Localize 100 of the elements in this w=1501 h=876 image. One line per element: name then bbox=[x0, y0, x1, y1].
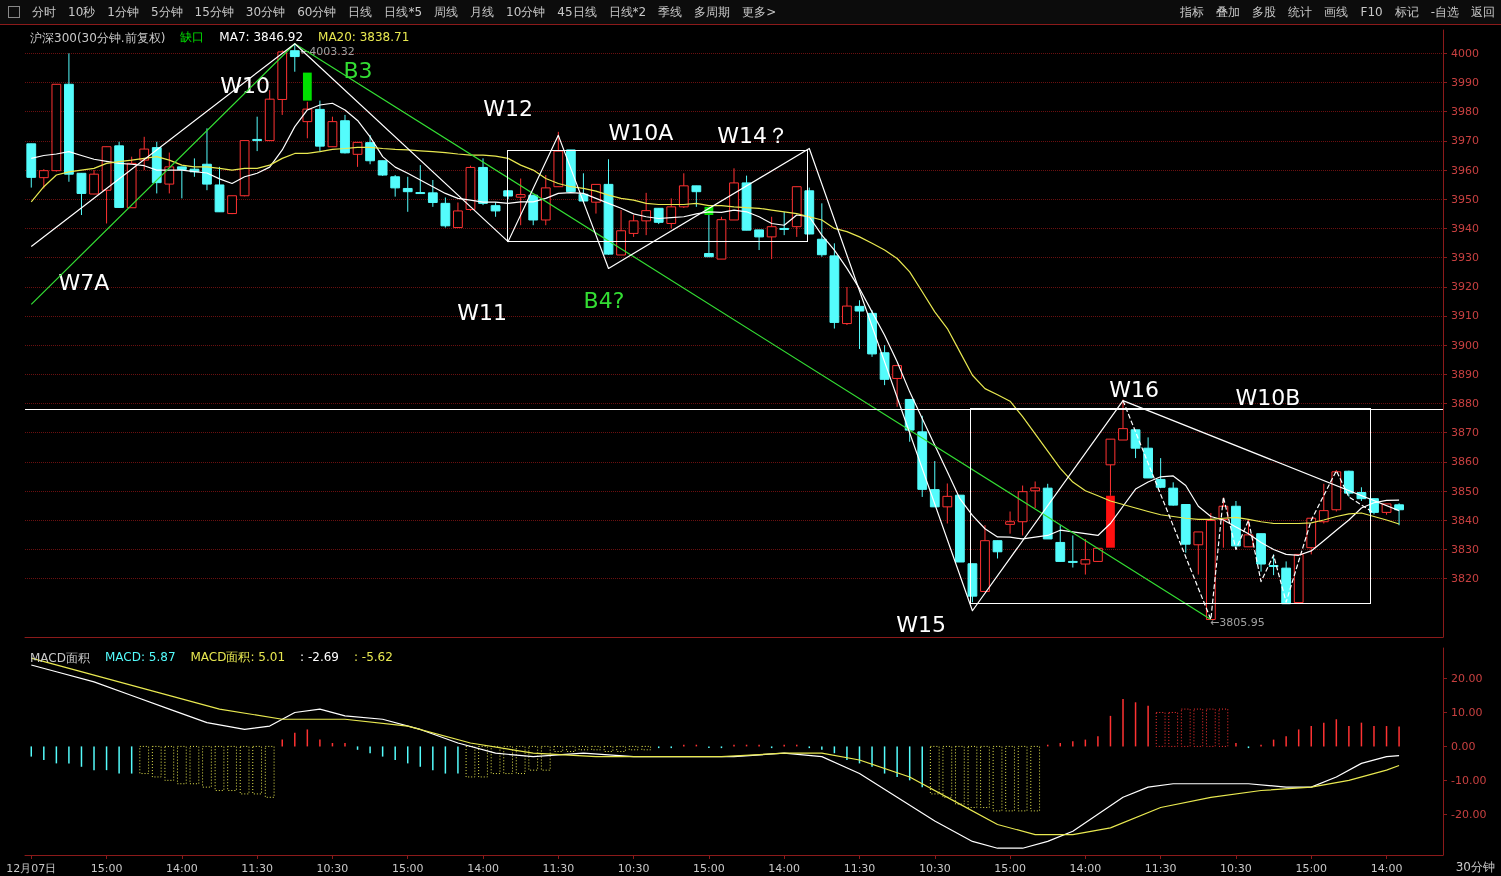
candlestick bbox=[1080, 538, 1091, 576]
bar bbox=[565, 745, 576, 752]
bar bbox=[164, 745, 175, 781]
text: 月线 bbox=[470, 3, 495, 21]
bar bbox=[214, 745, 225, 792]
bar bbox=[992, 745, 1003, 812]
y-tick-label: 3930 bbox=[1451, 251, 1479, 265]
candlestick bbox=[302, 101, 313, 139]
candlestick bbox=[440, 197, 451, 229]
text: 日线*2 bbox=[608, 3, 647, 21]
y-tick-label: 3920 bbox=[1451, 280, 1479, 294]
text: 统计 bbox=[1288, 3, 1313, 21]
candlestick bbox=[76, 172, 87, 216]
bar bbox=[302, 72, 312, 101]
y-tick-label: 3830 bbox=[1451, 542, 1479, 556]
bar bbox=[1168, 711, 1179, 747]
text: 返回 bbox=[1471, 3, 1495, 21]
candlestick bbox=[427, 179, 438, 208]
text: 1分钟 bbox=[107, 3, 139, 21]
candlestick bbox=[628, 214, 639, 238]
bar bbox=[1205, 708, 1216, 747]
bar bbox=[616, 745, 626, 752]
candlestick bbox=[415, 164, 426, 195]
bar bbox=[1180, 708, 1191, 747]
bar bbox=[1193, 708, 1204, 747]
bar bbox=[1005, 745, 1015, 812]
candlestick bbox=[1155, 457, 1166, 489]
y-tick-label: 3860 bbox=[1451, 455, 1479, 469]
candlestick bbox=[691, 185, 702, 208]
candlestick bbox=[1005, 511, 1015, 535]
candlestick bbox=[779, 211, 790, 236]
x-tick-label: 14:00 bbox=[467, 862, 499, 875]
text: 多股 bbox=[1252, 3, 1277, 21]
annotation: W12 bbox=[483, 95, 533, 121]
y-tick-label: 3970 bbox=[1451, 134, 1479, 148]
candlestick bbox=[892, 365, 903, 408]
candlestick bbox=[1030, 480, 1041, 509]
bar bbox=[1155, 711, 1166, 747]
y-tick-label: 20.00 bbox=[1451, 672, 1483, 686]
bar bbox=[540, 745, 551, 771]
y-tick-label: 3990 bbox=[1451, 76, 1479, 90]
x-tick-label: 10:30 bbox=[1220, 862, 1252, 875]
bar bbox=[528, 745, 539, 771]
x-tick-label: 11:30 bbox=[542, 862, 575, 875]
text: -自选 bbox=[1430, 3, 1459, 21]
annotation: W10B bbox=[1235, 384, 1301, 410]
candlestick bbox=[678, 172, 689, 209]
candlestick bbox=[842, 286, 852, 326]
candlestick bbox=[1067, 534, 1078, 569]
bar bbox=[628, 745, 639, 751]
text: : -5.62 bbox=[353, 650, 393, 664]
candlestick bbox=[854, 299, 865, 350]
text: 缺口 bbox=[180, 30, 205, 44]
chart-title: 沪深300(30分钟.前复权) bbox=[30, 31, 166, 45]
candlestick bbox=[1394, 502, 1404, 526]
bar bbox=[227, 745, 237, 792]
bar bbox=[603, 745, 614, 752]
text: 60分钟 bbox=[297, 3, 337, 21]
candlestick bbox=[352, 141, 363, 168]
y-tick-label: 3940 bbox=[1451, 221, 1479, 235]
bar bbox=[641, 745, 652, 751]
candlestick bbox=[1193, 531, 1204, 576]
candlestick bbox=[289, 43, 300, 73]
bar bbox=[980, 745, 990, 808]
bar bbox=[929, 745, 940, 795]
x-tick-label: 11:30 bbox=[843, 862, 876, 875]
annotation: B3 bbox=[343, 57, 373, 83]
x-tick-label: 10:30 bbox=[617, 862, 650, 875]
bar bbox=[578, 745, 589, 751]
bar bbox=[490, 745, 501, 775]
y-tick-label: 3890 bbox=[1451, 367, 1479, 381]
candlestick bbox=[1055, 524, 1066, 562]
x-tick-label: 12月07日 bbox=[6, 862, 57, 875]
bar bbox=[176, 745, 187, 785]
text: 10秒 bbox=[68, 3, 96, 21]
text: 周线 bbox=[434, 3, 459, 21]
y-tick-label: -10.00 bbox=[1451, 773, 1487, 787]
y-tick-label: 3850 bbox=[1451, 484, 1479, 498]
candlestick bbox=[641, 192, 652, 236]
text: 画线 bbox=[1324, 3, 1349, 21]
candlestick bbox=[453, 201, 463, 229]
text: : -2.69 bbox=[300, 650, 339, 664]
x-tick-label: 15:00 bbox=[994, 862, 1026, 875]
bar bbox=[465, 745, 476, 778]
x-tick-label: 15:00 bbox=[1295, 862, 1328, 875]
x-tick-label: 15:00 bbox=[693, 862, 725, 875]
x-tick-label: 14:00 bbox=[1370, 862, 1403, 875]
text: 标记 bbox=[1394, 3, 1419, 21]
text: MA7: 3846.92 bbox=[219, 30, 304, 44]
annotation: W16 bbox=[1109, 376, 1159, 402]
annotation: ←3805.95 bbox=[1210, 615, 1265, 629]
bar bbox=[553, 745, 564, 752]
x-tick-label: 15:00 bbox=[90, 862, 123, 875]
bar bbox=[503, 745, 514, 775]
candlestick bbox=[942, 483, 953, 524]
y-tick-label: 10.00 bbox=[1451, 705, 1483, 719]
annotation: W10A bbox=[608, 119, 674, 145]
bar bbox=[967, 745, 978, 808]
x-tick-label: 14:00 bbox=[166, 862, 198, 875]
text: 15分钟 bbox=[194, 3, 234, 21]
